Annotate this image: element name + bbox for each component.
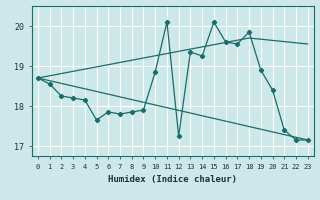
X-axis label: Humidex (Indice chaleur): Humidex (Indice chaleur) xyxy=(108,175,237,184)
